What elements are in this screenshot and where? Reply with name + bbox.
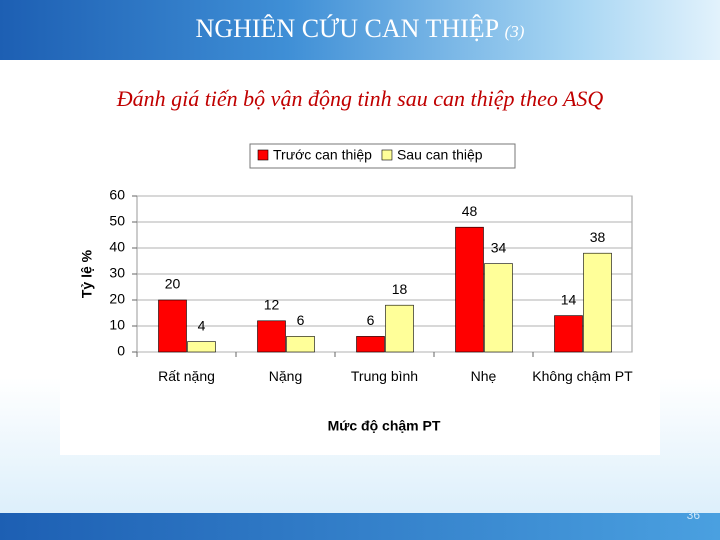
x-tick-label: Rất nặng [158, 368, 215, 384]
bar [257, 320, 286, 353]
y-tick-label: 10 [109, 317, 125, 333]
bar [158, 299, 187, 353]
bar [356, 336, 385, 353]
bar [583, 252, 612, 353]
bar [286, 336, 315, 353]
data-label: 12 [264, 297, 280, 313]
legend-label: Trước can thiệp [273, 147, 372, 163]
bar [484, 263, 513, 353]
data-label: 48 [462, 203, 478, 219]
x-tick-label: Không chậm PT [532, 368, 633, 384]
legend-label: Sau can thiệp [397, 147, 483, 163]
bar [187, 341, 216, 353]
bar [455, 226, 484, 353]
slide-title: NGHIÊN CỨU CAN THIỆP [195, 14, 499, 43]
chart-title: Đánh giá tiến bộ vận động tinh sau can t… [116, 86, 604, 111]
x-tick-label: Trung bình [350, 368, 419, 384]
y-tick-label: 20 [109, 291, 125, 307]
y-tick-label: 30 [109, 265, 125, 281]
slide-title-row: NGHIÊN CỨU CAN THIỆP (3) [0, 14, 720, 44]
data-label: 34 [491, 239, 507, 255]
data-label: 6 [297, 312, 305, 328]
x-tick-label: Nhẹ [470, 368, 497, 384]
bar [385, 304, 414, 353]
y-axis-title: Tỷ lệ % [79, 249, 95, 298]
y-tick-label: 40 [109, 239, 125, 255]
y-tick-label: 0 [117, 343, 125, 359]
data-label: 20 [165, 276, 181, 292]
y-tick-label: 60 [109, 187, 125, 203]
page-number: 36 [686, 508, 700, 522]
y-tick-label: 50 [109, 213, 125, 229]
data-label: 18 [392, 281, 408, 297]
data-label: 14 [561, 291, 577, 307]
footer-band [0, 513, 720, 540]
x-axis-title: Mức độ chậm PT [328, 418, 441, 434]
slide-title-note: (3) [504, 22, 525, 41]
data-label: 38 [590, 229, 606, 245]
data-label: 6 [367, 312, 375, 328]
legend-swatch [257, 149, 269, 161]
header-band [0, 0, 720, 60]
data-label: 4 [198, 317, 206, 333]
x-tick-label: Nặng [268, 368, 303, 384]
legend-swatch [381, 149, 393, 161]
bar [554, 315, 583, 353]
